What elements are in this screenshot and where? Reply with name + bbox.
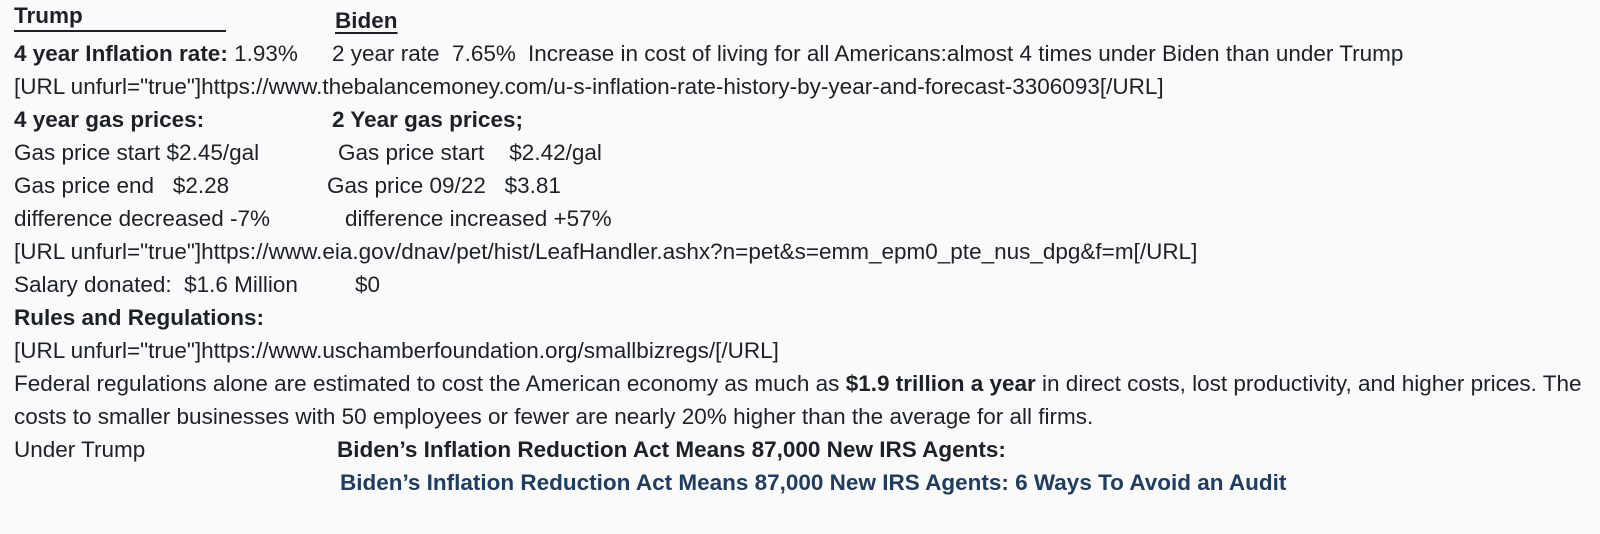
irs-link-row: Biden’s Inflation Reduction Act Means 87… — [0, 466, 1600, 499]
salary-row: Salary donated: $1.6 Million $0 — [0, 268, 1600, 301]
inflation-trump: 4 year Inflation rate: 1.93% — [14, 37, 298, 70]
gas-start-row: Gas price start $2.45/gal Gas price star… — [0, 136, 1600, 169]
gas-url-row: [URL unfurl="true"]https://www.eia.gov/d… — [0, 235, 1600, 268]
irs-article-link[interactable]: Biden’s Inflation Reduction Act Means 87… — [340, 470, 1287, 495]
irs-headline: Biden’s Inflation Reduction Act Means 87… — [337, 437, 1006, 462]
gas-end-trump: Gas price end $2.28 — [14, 173, 230, 198]
inflation-url-row: [URL unfurl="true"]https://www.thebalanc… — [0, 70, 1600, 103]
inflation-url-text: [URL unfurl="true"]https://www.thebalanc… — [14, 74, 1164, 99]
gas-end-biden: Gas price 09/22 $3.81 — [327, 173, 561, 198]
irs-under-trump: Under Trump — [14, 437, 146, 462]
gas-difference-row: difference decreased -7% difference incr… — [0, 202, 1600, 235]
gas-biden-header: 2 Year gas prices; — [332, 107, 523, 132]
gas-difference-trump: difference decreased -7% — [14, 206, 270, 231]
inflation-trump-value: 1.93% — [234, 41, 298, 66]
regulations-url-text: [URL unfurl="true"]https://www.uschamber… — [14, 338, 779, 363]
trump-column-header: Trump — [14, 4, 226, 32]
regulations-header: Rules and Regulations: — [14, 305, 265, 330]
gas-end-row: Gas price end $2.28 Gas price 09/22 $3.8… — [0, 169, 1600, 202]
regulations-cost-highlight: $1.9 trillion a year — [845, 371, 1036, 396]
regulations-text-row-2: costs to smaller businesses with 50 empl… — [0, 400, 1600, 433]
gas-header-row: 4 year gas prices: 2 Year gas prices; — [0, 103, 1600, 136]
regulations-header-row: Rules and Regulations: — [0, 301, 1600, 334]
inflation-label: 4 year Inflation rate: — [14, 41, 235, 66]
inflation-note: Increase in cost of living for all Ameri… — [528, 41, 1404, 66]
irs-headline-row: Under Trump Biden’s Inflation Reduction … — [0, 433, 1600, 466]
gas-trump-header: 4 year gas prices: — [14, 107, 205, 132]
inflation-biden-value: 2 year rate 7.65% — [332, 41, 516, 66]
gas-start-biden: Gas price start $2.42/gal — [338, 140, 602, 165]
salary-biden: $0 — [355, 272, 381, 297]
regulations-text-row-1: Federal regulations alone are estimated … — [0, 367, 1600, 400]
inflation-row: 4 year Inflation rate: 1.93% 2 year rate… — [0, 37, 1600, 70]
regulations-text-post: in direct costs, lost productivity, and … — [1035, 371, 1582, 396]
biden-column-header: Biden — [335, 8, 398, 33]
column-header-row: Trump Biden — [0, 4, 1600, 37]
regulations-text-pre: Federal regulations alone are estimated … — [14, 371, 846, 396]
regulations-text-2: costs to smaller businesses with 50 empl… — [14, 404, 1094, 429]
gas-url-text: [URL unfurl="true"]https://www.eia.gov/d… — [14, 239, 1198, 264]
regulations-url-row: [URL unfurl="true"]https://www.uschamber… — [0, 334, 1600, 367]
gas-start-trump: Gas price start $2.45/gal — [14, 140, 260, 165]
salary-trump: Salary donated: $1.6 Million — [14, 272, 298, 297]
post-body: Trump Biden 4 year Inflation rate: 1.93%… — [0, 4, 1600, 499]
regulations-text-1: Federal regulations alone are estimated … — [14, 367, 1581, 400]
gas-difference-biden: difference increased +57% — [345, 206, 612, 231]
